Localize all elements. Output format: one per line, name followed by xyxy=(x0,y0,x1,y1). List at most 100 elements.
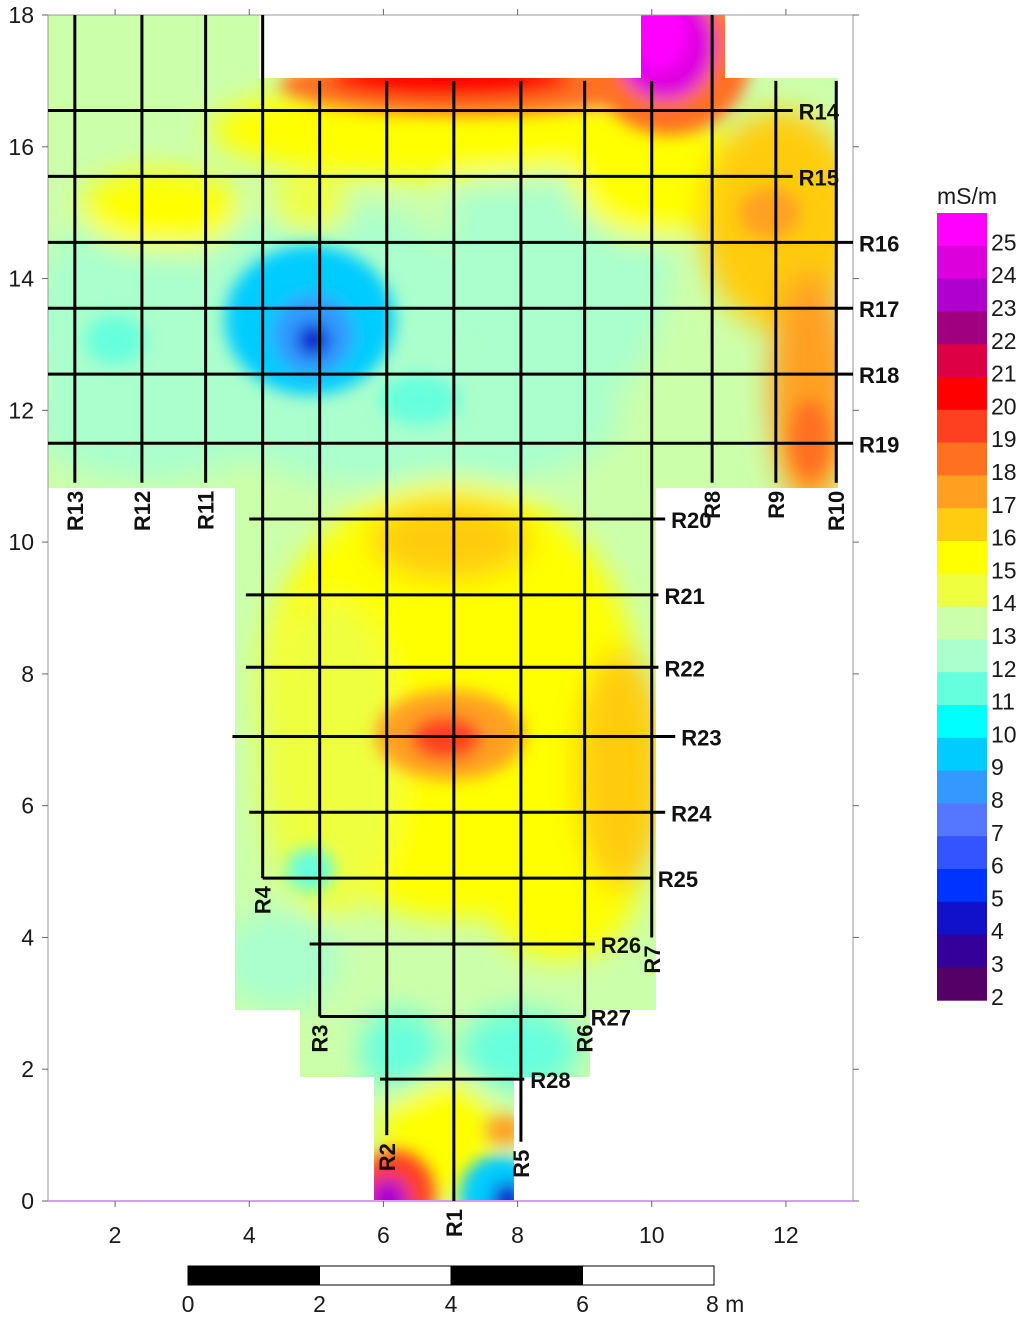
legend-swatch xyxy=(937,967,987,1001)
y-tick-label: 16 xyxy=(8,134,34,160)
profile-label-r15: R15 xyxy=(799,165,839,190)
legend-value: 20 xyxy=(991,393,1017,419)
scale-segment xyxy=(187,1265,320,1286)
legend-swatch xyxy=(937,606,987,640)
profile-label-r17: R17 xyxy=(859,297,899,322)
profile-label-r5: R5 xyxy=(509,1150,534,1178)
scale-segment xyxy=(450,1265,583,1286)
legend-value: 24 xyxy=(991,262,1017,288)
profile-label-r22: R22 xyxy=(664,656,704,681)
legend-value: 18 xyxy=(991,459,1017,485)
legend-value: 25 xyxy=(991,229,1017,255)
profile-lines: R13 R12 R11 R4 R3 R2 R1 R5 R6 R7 R8 R9 R10 R14 R15 R16 R… xyxy=(48,15,899,1237)
profile-label-r23: R23 xyxy=(681,725,721,750)
y-tick-label: 12 xyxy=(8,397,34,423)
legend-value: 12 xyxy=(991,656,1017,682)
x-tick-label: 10 xyxy=(639,1222,665,1248)
legend-swatch xyxy=(937,344,987,378)
legend-swatch xyxy=(937,508,987,542)
y-tick-label: 8 xyxy=(21,661,34,687)
profile-label-r7: R7 xyxy=(640,945,665,973)
profile-label-r11: R11 xyxy=(194,491,219,530)
legend-value: 23 xyxy=(991,295,1017,321)
y-axis: 0 2 4 6 8 10 12 14 16 18 xyxy=(8,2,859,1214)
scale-segment xyxy=(582,1265,715,1286)
legend-value: 15 xyxy=(991,557,1017,583)
scale-label: 4 xyxy=(445,1291,458,1317)
legend-value: 2 xyxy=(991,984,1004,1010)
y-tick-label: 2 xyxy=(21,1056,34,1082)
y-tick-label: 18 xyxy=(8,2,34,28)
profile-label-r12: R12 xyxy=(130,491,155,531)
profile-label-r24: R24 xyxy=(671,801,712,826)
profile-label-r16: R16 xyxy=(859,231,899,256)
legend-value: 22 xyxy=(991,328,1017,354)
legend-swatch xyxy=(937,869,987,903)
scale-label: 0 xyxy=(182,1291,195,1317)
legend-swatch xyxy=(937,213,987,247)
legend-swatch xyxy=(937,475,987,509)
legend-swatch xyxy=(937,803,987,837)
conductivity-field xyxy=(48,15,838,1200)
legend-swatch xyxy=(937,409,987,444)
legend-swatch xyxy=(937,278,987,312)
legend-swatch xyxy=(937,311,987,345)
scale-label: 8 m xyxy=(706,1291,744,1317)
legend-swatch xyxy=(937,705,987,739)
scale-label: 6 xyxy=(576,1291,589,1317)
legend-swatch xyxy=(937,672,987,706)
legend-swatch xyxy=(937,442,987,476)
legend-swatch xyxy=(937,836,987,870)
profile-label-r8: R8 xyxy=(700,491,725,519)
legend-value: 4 xyxy=(991,918,1004,944)
profile-label-r18: R18 xyxy=(859,363,899,388)
profile-label-r6: R6 xyxy=(573,1025,598,1053)
legend-value: 3 xyxy=(991,951,1004,977)
profile-label-r1: R1 xyxy=(442,1209,467,1237)
x-tick-label: 2 xyxy=(109,1222,122,1248)
colour-legend: mS/m 25242322212019181716151413121110987… xyxy=(937,183,1017,1010)
profile-label-r28: R28 xyxy=(530,1068,570,1093)
legend-value: 8 xyxy=(991,787,1004,813)
legend-swatch xyxy=(937,934,987,968)
x-tick-label: 8 xyxy=(511,1222,524,1248)
legend-swatch xyxy=(937,901,987,936)
profile-label-r20: R20 xyxy=(671,508,711,533)
legend-swatch xyxy=(937,541,987,575)
legend-value: 19 xyxy=(991,426,1017,452)
y-tick-label: 14 xyxy=(8,266,34,292)
x-axis: 2 4 6 8 10 12 xyxy=(109,9,799,1248)
profile-label-r19: R19 xyxy=(859,432,899,457)
profile-label-r4: R4 xyxy=(251,885,276,914)
scale-segment xyxy=(319,1265,452,1286)
profile-label-r3: R3 xyxy=(308,1025,333,1053)
y-tick-label: 4 xyxy=(21,924,34,950)
profile-label-r25: R25 xyxy=(658,867,698,892)
legend-value: 16 xyxy=(991,525,1017,551)
scale-label: 2 xyxy=(313,1291,326,1317)
legend-value: 6 xyxy=(991,853,1004,879)
legend-swatch xyxy=(937,639,987,673)
x-tick-label: 6 xyxy=(377,1222,390,1248)
y-tick-label: 6 xyxy=(21,793,34,819)
legend-value: 14 xyxy=(991,590,1017,616)
profile-label-r26: R26 xyxy=(601,933,641,958)
profile-label-r10: R10 xyxy=(824,491,849,531)
legend-value: 17 xyxy=(991,492,1017,518)
legend-value: 21 xyxy=(991,361,1017,387)
legend-swatch xyxy=(937,377,987,411)
legend-title: mS/m xyxy=(937,183,997,209)
y-tick-label: 10 xyxy=(8,529,34,555)
profile-label-r2: R2 xyxy=(375,1143,400,1171)
legend-value: 5 xyxy=(991,885,1004,911)
profile-label-r13: R13 xyxy=(63,491,88,531)
x-tick-label: 4 xyxy=(243,1222,256,1248)
legend-value: 11 xyxy=(991,689,1015,715)
scale-bar: 0 2 4 6 8 m xyxy=(182,1265,744,1317)
legend-swatch xyxy=(937,245,987,280)
profile-label-r21: R21 xyxy=(664,584,704,609)
legend-swatch xyxy=(937,737,987,772)
x-tick-label: 12 xyxy=(773,1222,799,1248)
legend-swatch xyxy=(937,770,987,804)
